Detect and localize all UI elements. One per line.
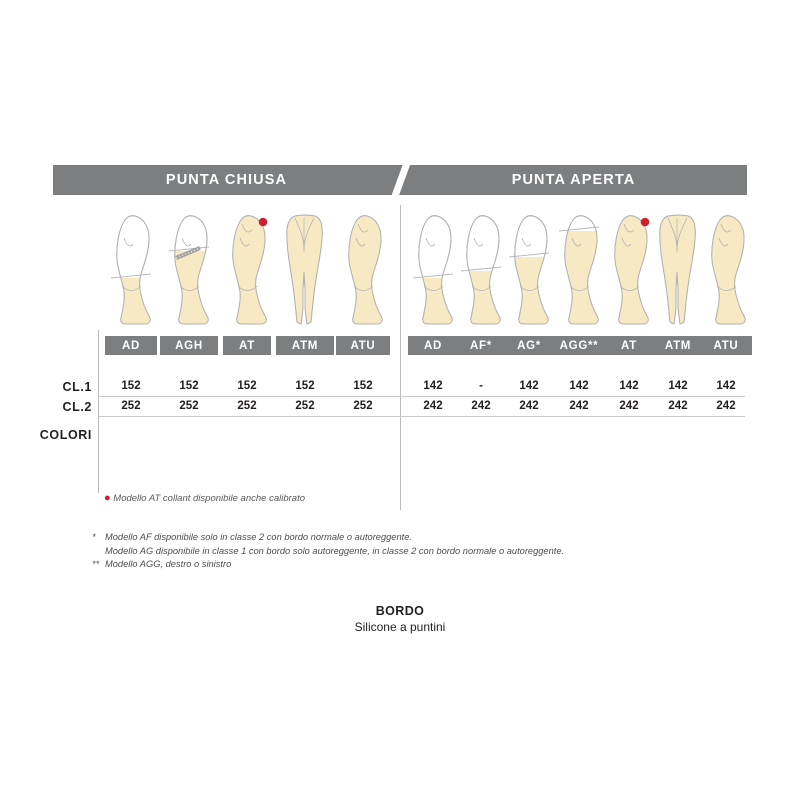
column-headers-open-toe: AD AF* AG* AGG** AT ATM ATU [408,336,752,355]
column-header-open-at[interactable]: AT [605,336,653,355]
red-bullet-icon: ● [104,492,111,504]
column-header-open-atu[interactable]: ATU [700,336,752,355]
column-header-closed-ad[interactable]: AD [105,336,157,355]
cl2-open-cell: 242 [569,400,589,412]
bordo-title: BORDO [375,604,425,618]
values-cl1-closed-toe: 152 152 152 152 152 [103,380,393,396]
cl1-closed-cell: 152 [121,380,141,392]
cl2-open-cell: 242 [519,400,539,412]
cl1-open-cell: 142 [569,380,589,392]
cl2-open-cell: 242 [716,400,736,412]
cl1-closed-cell: 152 [295,380,315,392]
leg-illustration-agh [163,212,215,330]
note-at-collant-text: Modello AT collant disponibile anche cal… [113,493,305,504]
values-cl2-closed-toe: 252 252 252 252 252 [103,400,393,416]
header-title-punta-aperta: PUNTA APERTA [511,172,636,188]
row-divider-upper [99,396,745,397]
cl1-open-cell: 142 [519,380,539,392]
footnote-marker: ** [92,559,100,569]
cl1-closed-cell: 152 [237,380,257,392]
leg-illustration-ad [105,212,157,330]
row-divider-lower [99,416,745,417]
column-header-closed-atm[interactable]: ATM [276,336,334,355]
bordo-subtitle: Silicone a puntini [354,620,446,634]
footnote-line: Modello AG disponibile in classe 1 con b… [92,545,742,559]
leg-illustration-ad [407,212,459,330]
cl2-open-cell: 242 [619,400,639,412]
header-divider-slash-icon [392,163,418,197]
footnote-line: * Modello AF disponibile solo in classe 2… [92,531,742,545]
cl2-closed-cell: 252 [353,400,373,412]
leg-illustration-at [221,212,273,330]
footnote-text: Modello AGG, destro o sinistro [105,559,232,569]
illustrations-closed-toe [103,212,393,330]
note-at-collant: ● Modello AT collant disponibile anche c… [104,492,305,504]
column-header-closed-atu[interactable]: ATU [336,336,390,355]
values-cl1-open-toe: 142 - 142 142 142 142 142 [408,380,746,396]
cl2-open-cell: 242 [423,400,443,412]
cl1-open-cell: 142 [423,380,443,392]
header-title-punta-chiusa: PUNTA CHIUSA [165,172,288,188]
vertical-divider-left [98,330,99,493]
cl2-open-cell: 242 [668,400,688,412]
color-swatches-closed-toe [103,424,393,484]
cl2-closed-cell: 252 [179,400,199,412]
cl2-closed-cell: 252 [121,400,141,412]
values-cl2-open-toe: 242 242 242 242 242 242 242 [408,400,746,416]
vertical-divider-center [400,205,401,510]
cl1-closed-cell: 152 [353,380,373,392]
footnote-line: ** Modello AGG, destro o sinistro [92,558,742,572]
footnote-text: Modello AF disponibile solo in classe 2 … [105,532,412,542]
cl1-closed-cell: 152 [179,380,199,392]
cl2-closed-cell: 252 [237,400,257,412]
column-header-open-atm[interactable]: ATM [650,336,706,355]
column-header-open-ag[interactable]: AG* [504,336,554,355]
column-headers-closed-toe: AD AGH AT ATM ATU [103,336,393,355]
leg-illustration-agg [553,212,605,330]
leg-illustration-at [603,212,655,330]
column-header-closed-at[interactable]: AT [223,336,271,355]
column-header-open-ad[interactable]: AD [408,336,458,355]
footnote-marker: * [92,532,96,542]
leg-illustration-ag [503,212,555,330]
illustrations-open-toe [408,212,746,330]
row-label-colori: COLORI [39,428,92,442]
row-label-cl1: CL.1 [62,380,92,394]
cl1-open-cell: 142 [716,380,736,392]
leg-illustration-atu [337,212,389,330]
column-header-closed-agh[interactable]: AGH [160,336,218,355]
cl2-open-cell: 242 [471,400,491,412]
column-header-open-af[interactable]: AF* [456,336,506,355]
cl1-open-cell: - [479,380,483,392]
column-header-open-agg[interactable]: AGG** [548,336,610,355]
cl1-open-cell: 142 [619,380,639,392]
cl1-open-cell: 142 [668,380,688,392]
leg-illustration-atm [652,212,704,330]
footnotes-block: * Modello AF disponibile solo in classe 2… [92,531,742,572]
bordo-section: BORDO Silicone a puntini [0,604,800,634]
row-label-cl2: CL.2 [62,400,92,414]
cl2-closed-cell: 252 [295,400,315,412]
footnote-text: Modello AG disponibile in classe 1 con b… [105,545,565,556]
leg-illustration-atm [279,212,331,330]
leg-illustration-af [455,212,507,330]
leg-illustration-atu [700,212,752,330]
color-swatches-open-toe [408,424,746,484]
